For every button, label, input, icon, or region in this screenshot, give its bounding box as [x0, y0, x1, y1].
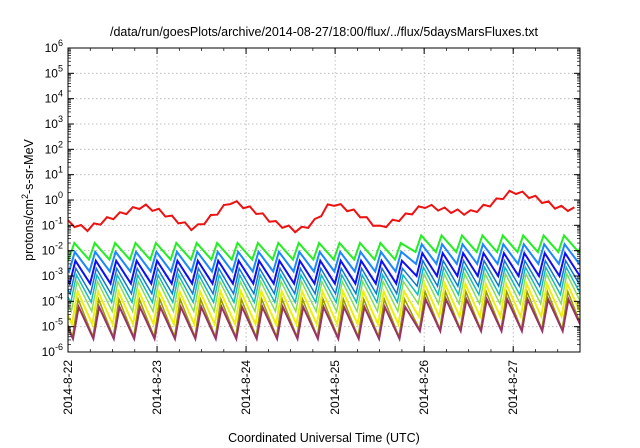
y-axis-label-part2: -s-sr-MeV — [22, 138, 36, 194]
series-line — [68, 189, 575, 234]
y-axis-label: protons/cm2-s-sr-MeV — [20, 138, 36, 260]
series-line — [68, 271, 580, 314]
series-line — [68, 265, 580, 305]
y-tick-label: 10-4 — [42, 291, 63, 308]
y-tick-label: 10-5 — [42, 317, 63, 334]
chart-title: /data/run/goesPlots/archive/2014-08-27/1… — [110, 25, 539, 39]
series-line — [68, 295, 580, 343]
y-tick-label: 104 — [45, 89, 63, 106]
y-axis: 10-6 10-5 10-4 10-3 10-2 10-1 100 101 102 103 104 1… — [42, 38, 580, 359]
x-tick-label: 2014-8-23 — [150, 360, 164, 415]
y-axis-label-superscript: 2 — [20, 194, 30, 199]
x-tick-label: 2014-8-25 — [328, 360, 342, 415]
y-tick-label: 105 — [45, 63, 63, 80]
y-tick-label: 10-6 — [42, 342, 63, 359]
y-tick-label: 106 — [45, 38, 63, 55]
y-tick-label: 100 — [45, 190, 63, 207]
plot-series — [68, 189, 580, 343]
x-tick-label: 2014-8-22 — [61, 360, 75, 415]
y-tick-label: 103 — [45, 114, 63, 131]
x-tick-label: 2014-8-27 — [506, 360, 520, 415]
series-line — [68, 280, 580, 328]
y-tick-label: 10-2 — [42, 241, 63, 258]
series-line — [68, 241, 580, 274]
x-tick-label: 2014-8-26 — [417, 360, 431, 415]
x-tick-label: 2014-8-24 — [239, 360, 253, 415]
y-tick-label: 102 — [45, 139, 63, 156]
series-line — [68, 250, 580, 287]
series-line — [68, 258, 580, 296]
y-tick-label: 10-3 — [42, 266, 63, 283]
series-line — [68, 288, 580, 340]
x-axis-label: Coordinated Universal Time (UTC) — [228, 431, 420, 445]
x-axis: 2014-8-22 2014-8-23 2014-8-24 2014-8-25 2014… — [61, 48, 559, 415]
y-tick-label: 10-1 — [42, 215, 63, 232]
y-axis-label-part1: protons/cm — [22, 199, 36, 261]
series-line — [68, 233, 580, 262]
y-tick-label: 101 — [45, 165, 63, 182]
